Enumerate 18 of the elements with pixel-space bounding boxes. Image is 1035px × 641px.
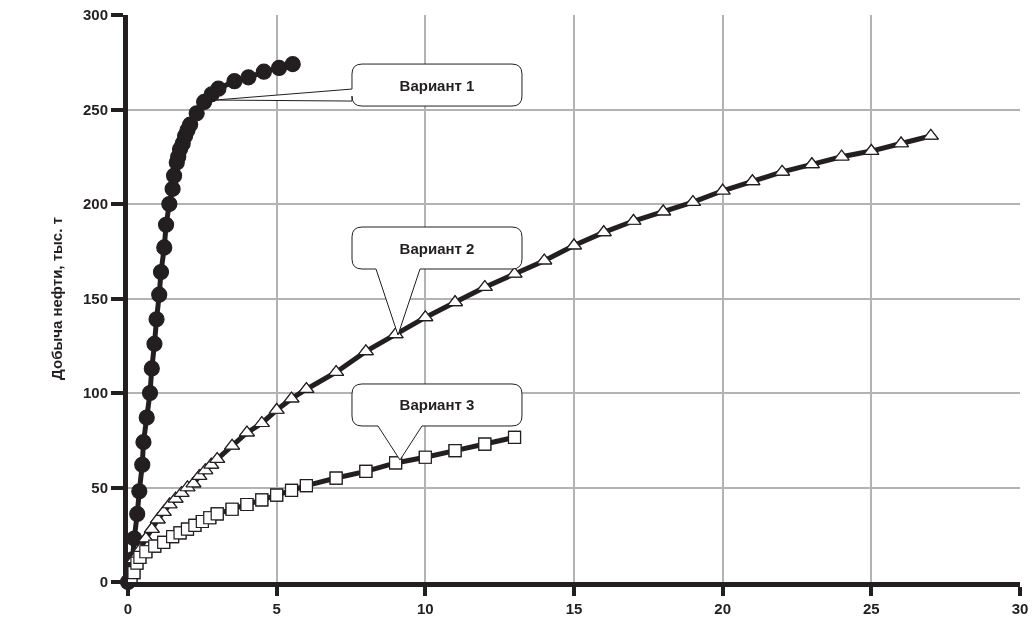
- x-tick-label: 20: [714, 600, 732, 617]
- y-tick-label: 300: [82, 6, 108, 24]
- annotation: Вариант 1: [399, 76, 475, 94]
- annotation: Вариант 3: [399, 396, 475, 414]
- y-tick-label: 50: [91, 478, 108, 496]
- y-tick-label: 250: [82, 100, 108, 118]
- y-axis-title: Добыча нефти, тыс. т: [48, 217, 66, 380]
- x-tick-label: 10: [416, 600, 434, 617]
- x-tick-label: 15: [565, 600, 583, 617]
- annotation: Вариант 2: [399, 239, 475, 257]
- y-tick-label: 0: [99, 573, 108, 591]
- y-tick-label: 100: [82, 384, 108, 402]
- x-tick-label: 0: [123, 600, 133, 617]
- y-tick-label: 150: [82, 289, 108, 307]
- y-tick-label: 200: [82, 195, 108, 213]
- x-tick-label: 5: [272, 600, 281, 617]
- x-tick-label: 25: [862, 600, 880, 617]
- x-tick-label: 30: [1011, 600, 1029, 617]
